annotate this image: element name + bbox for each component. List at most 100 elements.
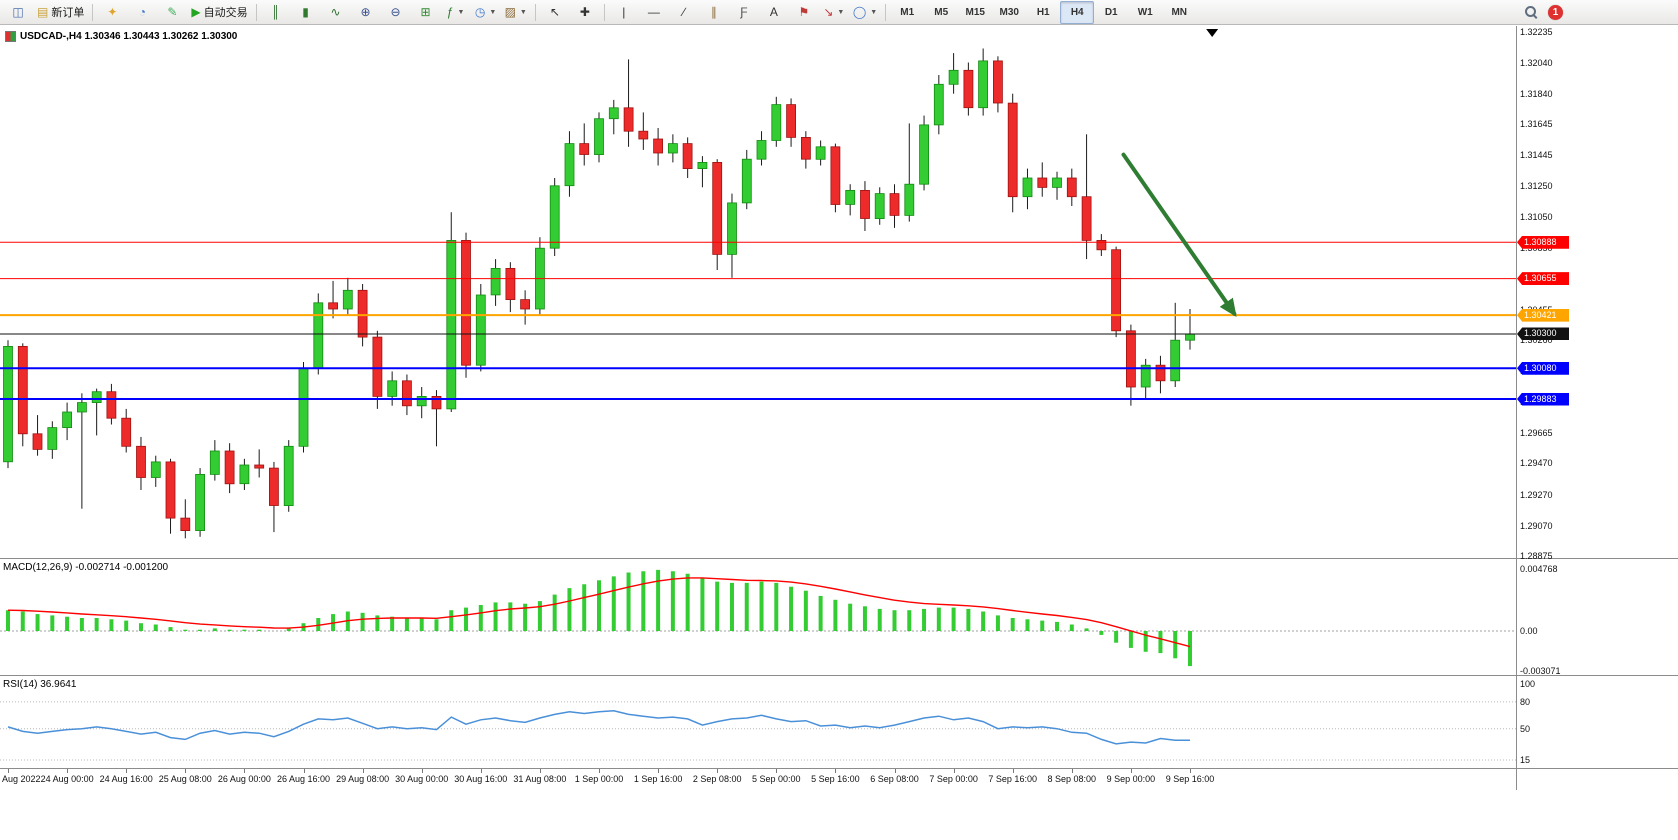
panel-divider-rsi[interactable] <box>0 675 1678 676</box>
shapes-button[interactable]: ◯ ▼ <box>849 1 881 24</box>
vertical-line-button[interactable]: | <box>609 1 639 24</box>
bar-chart-button[interactable]: ║ <box>261 1 291 24</box>
x-axis-label: Aug 2022 <box>2 774 41 784</box>
cursor-button[interactable]: ↖ <box>540 1 570 24</box>
timeframe-m5[interactable]: M5 <box>934 6 949 18</box>
chevron-down-icon: ▼ <box>489 8 497 16</box>
text-label-button[interactable]: ⚑ <box>789 1 819 24</box>
chevron-down-icon: ▼ <box>519 8 527 16</box>
fibonacci-icon: Ƒ <box>740 5 748 19</box>
timeframe-m15[interactable]: M15 <box>965 6 985 18</box>
x-axis-label: 1 Sep 16:00 <box>633 774 683 784</box>
notification-badge[interactable]: 1 <box>1548 4 1563 20</box>
toolbar-separator <box>92 3 94 21</box>
chevron-down-icon: ▼ <box>870 8 878 16</box>
x-axis-label: 26 Aug 00:00 <box>217 774 271 784</box>
equidistant-channel-button[interactable]: ∥ <box>699 1 729 24</box>
candlestick-chart-icon: ▮ <box>302 5 309 19</box>
x-axis-label: 6 Sep 08:00 <box>870 774 919 784</box>
panel-divider-macd[interactable] <box>0 558 1678 559</box>
autotrading-button[interactable]: ▶ 自动交易 <box>187 1 251 24</box>
x-axis-label: 5 Sep 16:00 <box>811 774 860 784</box>
periods-button[interactable]: ◷ ▼ <box>471 1 501 24</box>
chart-canvas[interactable] <box>0 26 1516 769</box>
price-tag: 1.30655 <box>1517 272 1569 286</box>
arrows-button[interactable]: ↘ ▼ <box>819 1 849 24</box>
crosshair-button[interactable]: ✚ <box>570 1 600 24</box>
x-axis-tickmark <box>953 769 955 773</box>
line-chart-button[interactable]: ∿ <box>321 1 351 24</box>
terminal-icon: ◔ <box>138 5 146 19</box>
x-axis-tickmark <box>362 769 364 773</box>
chevron-down-icon: ▼ <box>837 8 845 16</box>
timeframe-mn[interactable]: MN <box>1171 6 1188 18</box>
rsi-label: RSI(14) 36.9641 <box>3 679 77 690</box>
timeframe-w1[interactable]: W1 <box>1137 6 1153 18</box>
zoom-in-button[interactable]: ⊕ <box>351 1 381 24</box>
y-axis-tick: 1.29070 <box>1520 520 1553 531</box>
x-axis-label: 26 Aug 16:00 <box>276 774 331 784</box>
line-chart-icon: ∿ <box>330 5 341 19</box>
navigator-button[interactable]: ✦ <box>97 1 127 24</box>
panel-divider-timeaxis[interactable] <box>0 768 1678 769</box>
timeframe-m30[interactable]: M30 <box>999 6 1019 18</box>
x-axis-tickmark <box>658 769 660 773</box>
x-axis-tickmark <box>480 769 482 773</box>
x-axis-label: 30 Aug 00:00 <box>395 774 449 784</box>
new-order-button[interactable]: ▤ 新订单 <box>33 1 88 24</box>
x-axis-label: 7 Sep 00:00 <box>929 774 978 784</box>
x-axis-tickmark <box>717 769 719 773</box>
rsi-axis-tick: 80 <box>1520 696 1531 707</box>
trendline-button[interactable]: ∕ <box>669 1 699 24</box>
candlestick-chart-button[interactable]: ▮ <box>291 1 321 24</box>
x-axis-tickmark <box>1012 769 1014 773</box>
shapes-icon: ◯ <box>852 5 867 19</box>
timeframe-m1[interactable]: M1 <box>900 6 915 18</box>
x-axis-label: 2 Sep 08:00 <box>692 774 742 784</box>
templates-icon: ▨ <box>504 5 516 19</box>
x-axis-label: 24 Aug 00:00 <box>40 774 94 784</box>
horizontal-line-icon: ― <box>647 5 660 19</box>
autotrading-label: 自动交易 <box>203 7 248 19</box>
fibonacci-button[interactable]: Ƒ <box>729 1 759 24</box>
crosshair-icon: ✚ <box>579 5 590 19</box>
x-axis-label: 31 Aug 08:00 <box>513 774 567 784</box>
terminal-button[interactable]: ◔ <box>127 1 157 24</box>
templates-button[interactable]: ▨ ▼ <box>501 1 531 24</box>
timeframe-d1[interactable]: D1 <box>1104 6 1118 18</box>
y-axis-tick: 1.31840 <box>1520 88 1553 99</box>
macd-axis-tick: 0.004768 <box>1520 564 1558 574</box>
periods-icon: ◷ <box>474 5 486 19</box>
horizontal-line-button[interactable]: ― <box>639 1 669 24</box>
price-tag: 1.29883 <box>1517 392 1569 406</box>
macd-axis-tick: 0.00 <box>1520 626 1538 636</box>
new-chart-button[interactable]: ◫ <box>3 1 33 24</box>
x-axis-tickmark <box>244 769 246 773</box>
indicators-icon: ƒ <box>446 5 454 19</box>
text-button[interactable]: A <box>759 1 789 24</box>
x-axis-tickmark <box>1071 769 1073 773</box>
toolbar-right: 1 <box>1525 4 1563 20</box>
zoom-out-button[interactable]: ⊖ <box>381 1 411 24</box>
metaeditor-button[interactable]: ✎ <box>157 1 187 24</box>
new-order-label: 新订单 <box>51 7 85 19</box>
chevron-down-icon: ▼ <box>457 8 465 16</box>
x-axis-tickmark <box>67 769 69 773</box>
search-icon[interactable] <box>1525 5 1538 19</box>
y-axis-tick: 1.29470 <box>1520 458 1553 469</box>
indicators-button[interactable]: ƒ ▼ <box>441 1 471 24</box>
y-axis-tick: 1.32040 <box>1520 57 1553 68</box>
main-toolbar: ◫ ▤ 新订单 ✦ ◔ ✎ ▶ 自动交易 ║ ▮ ∿ ⊕ ⊖ ⊞ ƒ ▼ ◷ ▼ ▨ ▼ ↖ ✚ | ― ∕ ∥ Ƒ A ⚑ ↘ ▼ ◯ ▼ M1… <box>0 0 1678 25</box>
zoom-out-icon: ⊖ <box>390 5 401 19</box>
tile-windows-button[interactable]: ⊞ <box>411 1 441 24</box>
timeframe-h1[interactable]: H1 <box>1036 6 1050 18</box>
macd-label: MACD(12,26,9) -0.002714 -0.001200 <box>3 562 169 573</box>
timeframe-h4[interactable]: H4 <box>1060 0 1095 24</box>
x-axis-tickmark <box>894 769 896 773</box>
x-axis-label: 9 Sep 00:00 <box>1106 774 1156 784</box>
price-tag: 1.30421 <box>1517 308 1569 322</box>
x-axis-tickmark <box>1190 769 1191 773</box>
x-axis-label: 25 Aug 08:00 <box>158 774 212 784</box>
x-axis-label: 30 Aug 16:00 <box>454 774 508 784</box>
